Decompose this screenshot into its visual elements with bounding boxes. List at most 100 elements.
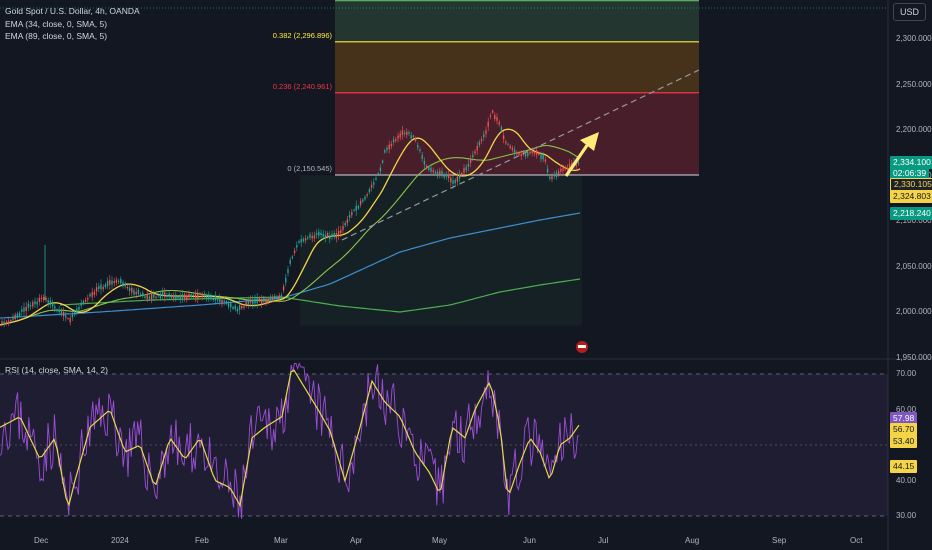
candle-body	[379, 167, 382, 172]
candle-body	[124, 283, 126, 287]
candle-body	[137, 289, 140, 294]
candle-body	[324, 234, 327, 239]
candle-body	[494, 114, 496, 120]
candle-body	[234, 305, 236, 310]
candle-body	[406, 131, 408, 135]
candle-body	[197, 294, 199, 299]
candle-body	[122, 282, 124, 287]
candle-body	[91, 292, 93, 297]
candle-body	[302, 238, 305, 242]
candle-body	[456, 176, 459, 182]
candle-body	[403, 132, 406, 134]
candle-body	[133, 290, 135, 295]
candle-body	[364, 196, 366, 200]
candle-body	[34, 301, 36, 305]
candle-body	[219, 297, 221, 303]
candle-body	[82, 301, 85, 304]
candle-body	[384, 150, 386, 153]
candle-body	[370, 184, 373, 188]
candle-body	[227, 303, 230, 307]
candle-body	[168, 293, 170, 297]
candle-body	[100, 284, 102, 290]
rsi-mid-tag: 53.40	[890, 435, 918, 448]
candle-body	[54, 306, 56, 309]
candle-body	[170, 295, 173, 298]
candle-body	[172, 295, 175, 299]
candle-body	[458, 173, 461, 179]
candle-body	[395, 139, 397, 141]
candle-body	[467, 163, 470, 167]
candle-body	[60, 310, 63, 314]
candle-body	[432, 170, 434, 173]
candle-body	[315, 233, 318, 235]
candle-body	[421, 154, 423, 160]
candle-body	[399, 133, 401, 138]
candle-body	[265, 299, 267, 304]
candle-body	[102, 286, 104, 290]
candle-body	[243, 306, 245, 308]
rsi-legend[interactable]: RSI (14, close, SMA, 14, 2)	[5, 365, 108, 375]
candle-body	[7, 320, 10, 324]
candle-body	[166, 294, 168, 298]
candle-body	[443, 174, 445, 178]
candle-body	[144, 296, 146, 298]
candle-body	[390, 143, 393, 147]
candle-body	[157, 294, 159, 296]
time-tick: Aug	[685, 536, 700, 545]
ema34-line	[0, 128, 581, 326]
candle-body	[36, 301, 38, 305]
candle-body	[472, 154, 474, 158]
price-tick: 2,200.000	[896, 125, 932, 134]
candle-body	[212, 298, 214, 301]
candle-body	[201, 295, 203, 297]
candle-body	[476, 145, 478, 151]
candle-body	[377, 173, 379, 175]
candle-body	[533, 152, 536, 154]
candle-body	[357, 205, 360, 209]
candle-body	[12, 316, 14, 320]
candle-body	[381, 160, 384, 163]
rsi-tick: 40.00	[896, 475, 917, 485]
candle-body	[412, 135, 415, 138]
candle-body	[62, 312, 65, 317]
candle-body	[58, 309, 60, 312]
fib-label: 0 (2,150.545)	[287, 164, 332, 173]
candle-body	[461, 173, 463, 175]
candle-body	[441, 170, 443, 175]
candle-body	[566, 167, 569, 169]
candle-body	[469, 158, 472, 163]
ema89-legend[interactable]: EMA (89, close, 0, SMA, 5)	[5, 31, 108, 41]
candle-body	[362, 199, 364, 202]
candle-body	[188, 293, 190, 297]
candle-body	[256, 298, 258, 304]
candle-body	[78, 306, 80, 310]
candle-body	[16, 313, 19, 318]
candle-body	[241, 305, 243, 309]
candle-body	[346, 219, 349, 223]
candle-body	[3, 321, 5, 325]
currency-button[interactable]: USD	[893, 3, 926, 21]
candle-body	[423, 161, 426, 165]
candle-body	[555, 172, 558, 178]
symbol-legend[interactable]: Gold Spot / U.S. Dollar, 4h, OANDA	[5, 6, 140, 16]
candle-body	[549, 176, 551, 179]
candle-body	[520, 154, 522, 157]
candle-body	[542, 154, 544, 160]
price-tick: 2,100.000	[896, 216, 932, 225]
candle-body	[280, 294, 283, 298]
candle-body	[285, 277, 287, 283]
candle-body	[181, 294, 184, 299]
candle-body	[337, 231, 340, 236]
candle-body	[71, 314, 74, 318]
candle-body	[326, 233, 329, 237]
candle-body	[577, 161, 580, 164]
ema200-price-tag: 2,218.240	[890, 207, 932, 220]
candle-body	[408, 132, 410, 134]
candle-body	[562, 168, 564, 171]
candle-body	[509, 145, 511, 149]
fib-label: 0.382 (2,296.896)	[272, 30, 332, 40]
ema34-legend[interactable]: EMA (34, close, 0, SMA, 5)	[5, 19, 108, 29]
candle-body	[32, 301, 34, 307]
candle-body	[496, 117, 498, 121]
